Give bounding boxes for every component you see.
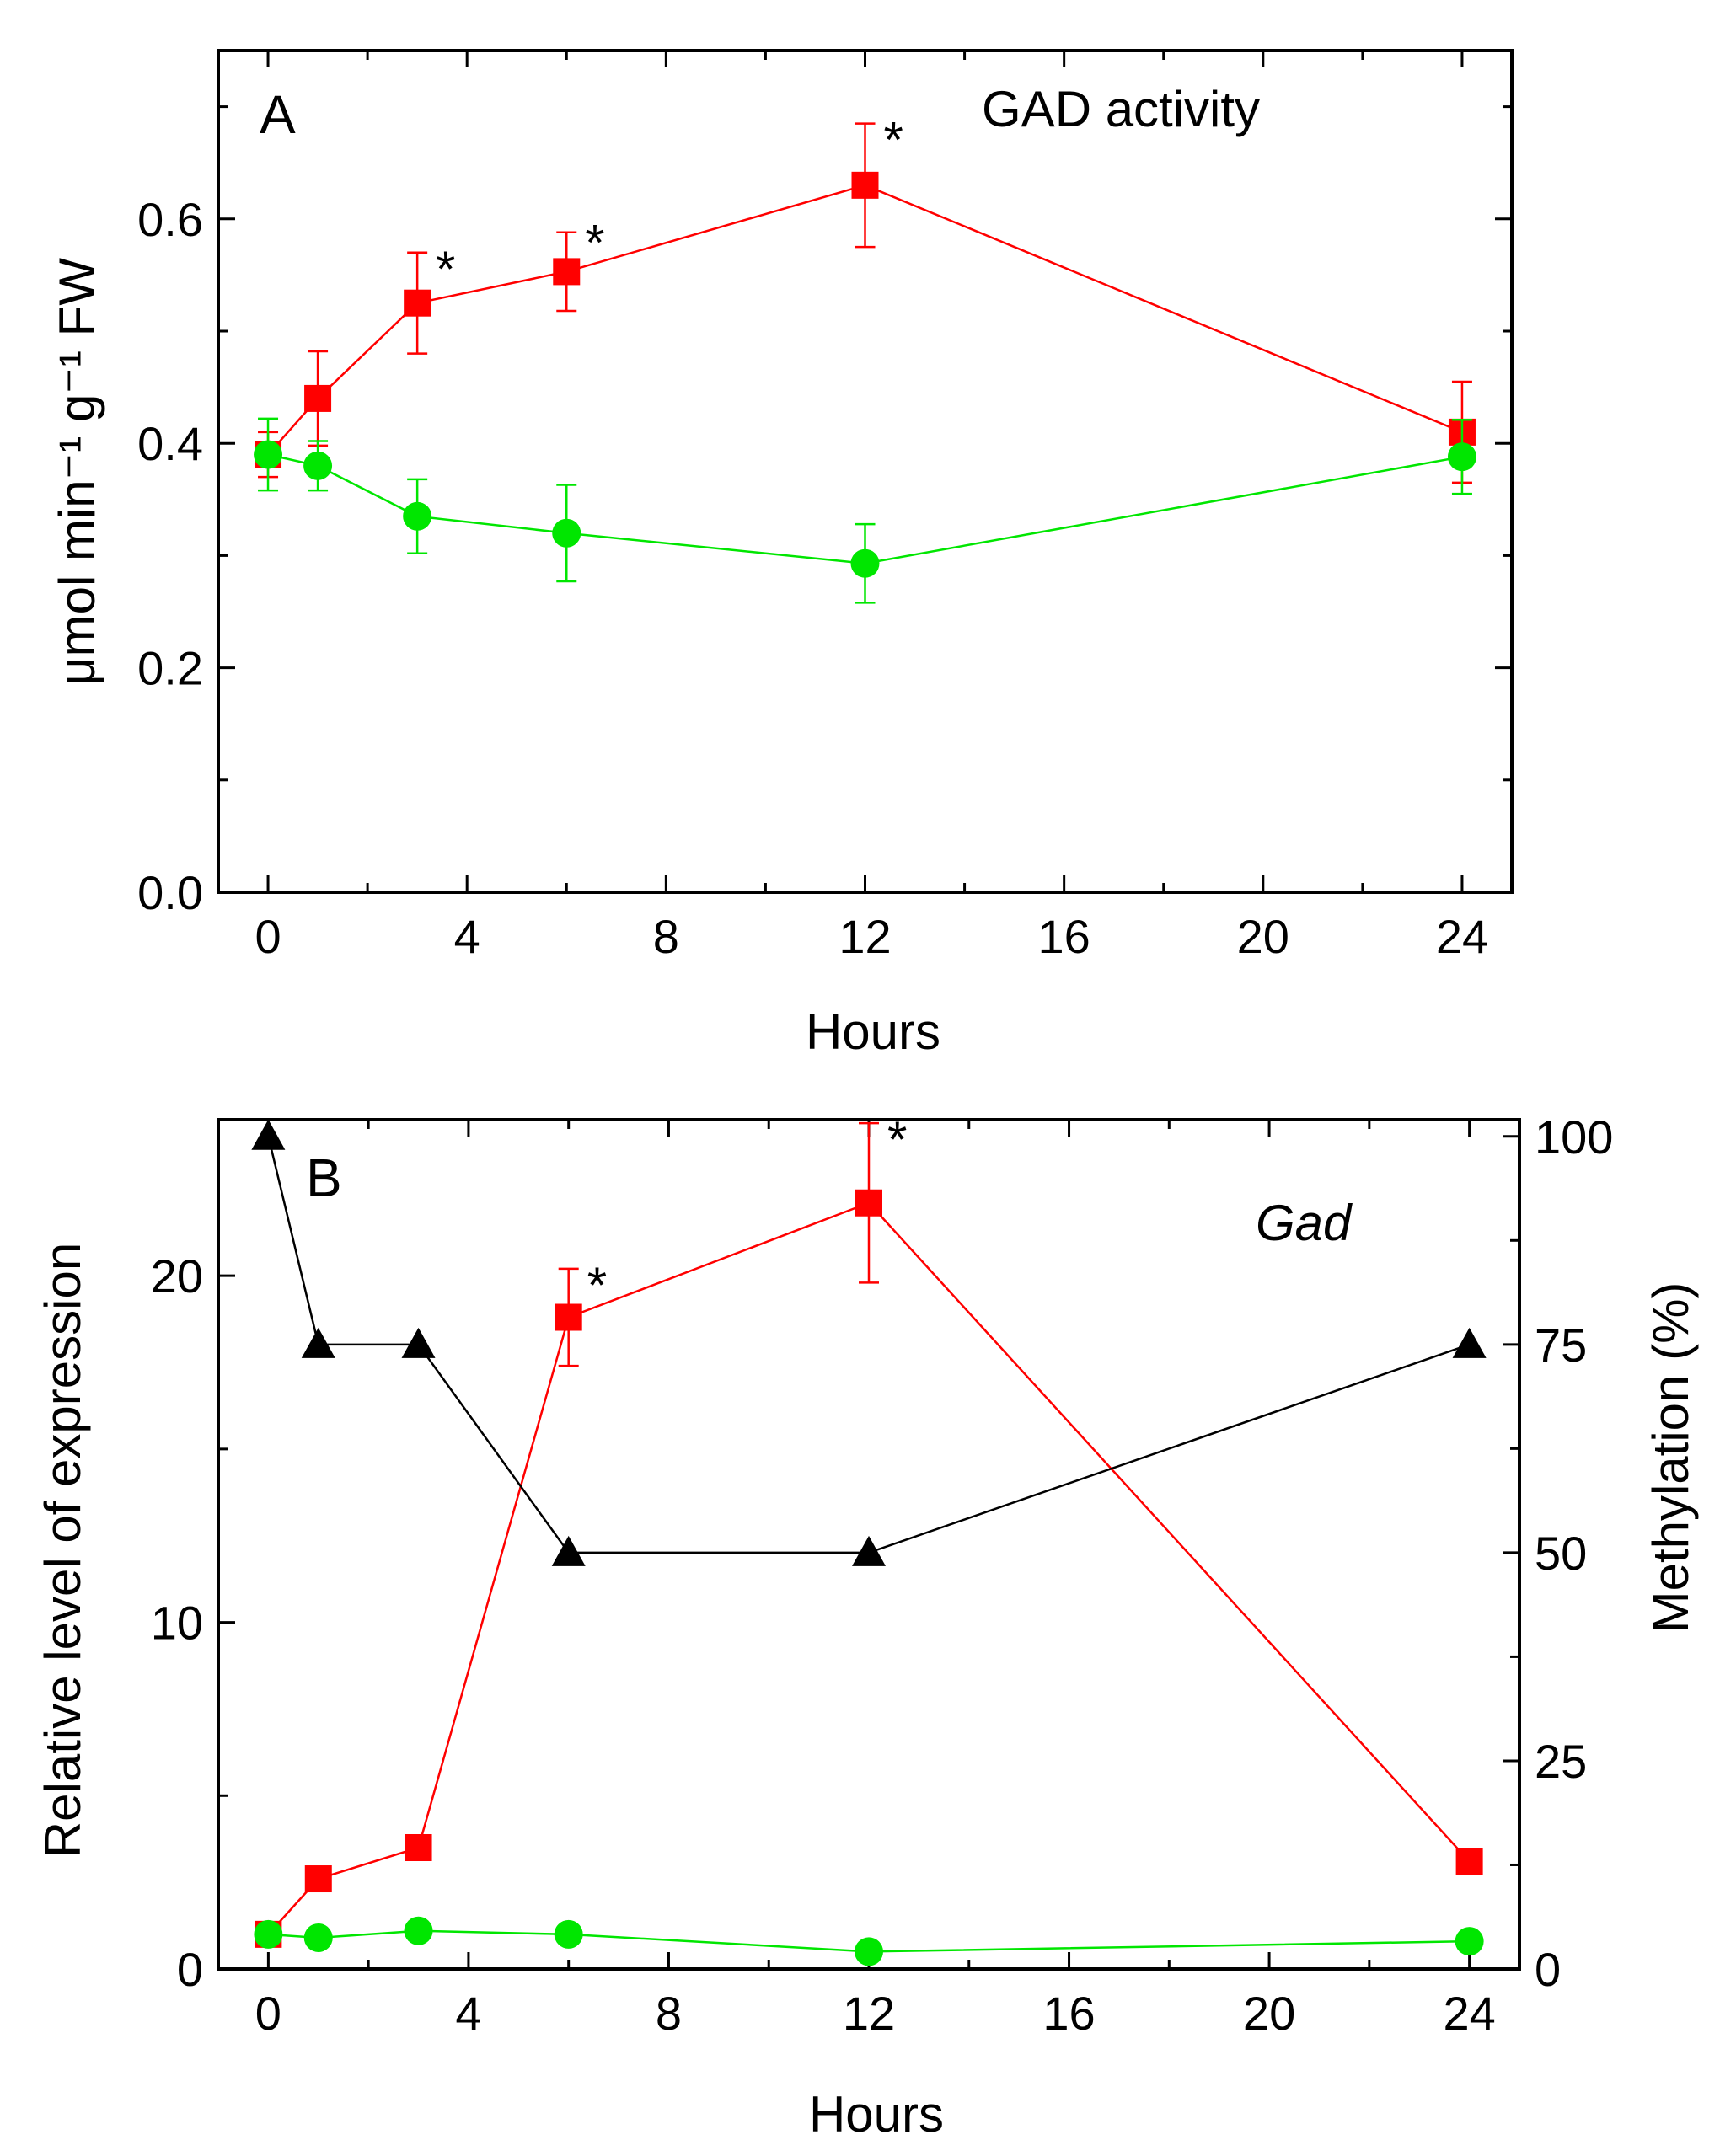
data-point-circle bbox=[403, 501, 432, 531]
data-point-circle bbox=[850, 548, 880, 578]
significance-asterisk: * bbox=[436, 241, 455, 297]
panel-b-y-axis-title: Relative level of expression bbox=[35, 1243, 91, 1858]
data-point-square bbox=[1455, 1848, 1483, 1875]
data-point-circle bbox=[855, 1937, 883, 1966]
significance-asterisk: * bbox=[884, 112, 903, 169]
data-point-circle bbox=[254, 440, 283, 469]
panel-a-series: * * * bbox=[254, 112, 1476, 604]
panel-b-y2-ticks: 0 25 50 75 100 bbox=[1503, 1110, 1613, 1996]
series-line-square bbox=[267, 1201, 1471, 1935]
data-point-square bbox=[405, 1834, 432, 1861]
x-tick-label: 24 bbox=[1436, 910, 1488, 963]
x-tick-label: 4 bbox=[454, 910, 480, 963]
series-line-triangle bbox=[267, 1136, 1471, 1554]
x-tick-label: 4 bbox=[455, 1987, 481, 2040]
panel-a-y-ticks: 0.0 0.2 0.4 0.6 bbox=[137, 105, 1512, 919]
data-point-triangle bbox=[301, 1327, 335, 1358]
panel-a-letter: A bbox=[260, 84, 296, 145]
y-tick-label: 0.2 bbox=[137, 642, 203, 695]
panel-b-x-ticks: 0 4 8 12 16 20 24 bbox=[255, 1120, 1496, 2040]
x-tick-label: 8 bbox=[653, 910, 679, 963]
data-point-square bbox=[553, 258, 581, 286]
data-point-circle bbox=[1447, 442, 1476, 472]
significance-asterisk: * bbox=[585, 214, 604, 270]
panel-b-x-axis-title: Hours bbox=[809, 2086, 944, 2143]
panel-b-y2-axis-title: Methylation (%) bbox=[1642, 1282, 1699, 1634]
x-tick-label: 8 bbox=[656, 1987, 682, 2040]
x-tick-label: 20 bbox=[1243, 1987, 1295, 2040]
y-tick-label: 0 bbox=[177, 1943, 203, 1996]
y-tick-label: 0.4 bbox=[137, 417, 203, 470]
y-tick-label: 20 bbox=[151, 1249, 203, 1303]
x-tick-label: 16 bbox=[1042, 1987, 1095, 2040]
panel-a-annotation: GAD activity bbox=[982, 81, 1260, 137]
panel-b-letter: B bbox=[306, 1148, 342, 1208]
data-point-circle bbox=[303, 1923, 333, 1952]
significance-asterisk: * bbox=[587, 1257, 607, 1313]
panel-b-series: ** bbox=[251, 1111, 1487, 1966]
data-point-triangle bbox=[852, 1535, 886, 1566]
data-point-circle bbox=[303, 451, 333, 480]
x-tick-label: 0 bbox=[255, 910, 281, 963]
x-tick-label: 20 bbox=[1237, 910, 1289, 963]
y-tick-label: 0.0 bbox=[137, 866, 203, 919]
data-point-square bbox=[304, 384, 332, 412]
data-point-circle bbox=[552, 518, 581, 548]
data-point-square bbox=[555, 1303, 582, 1331]
panel-a-y-axis-title: μmol min⁻¹ g⁻¹ FW bbox=[49, 258, 105, 686]
significance-asterisk: * bbox=[887, 1111, 907, 1168]
y2-tick-label: 75 bbox=[1535, 1319, 1587, 1372]
data-point-circle bbox=[404, 1916, 433, 1945]
data-point-triangle bbox=[401, 1327, 436, 1358]
y2-tick-label: 25 bbox=[1535, 1735, 1587, 1788]
x-tick-label: 0 bbox=[255, 1987, 281, 2040]
y-tick-label: 10 bbox=[151, 1597, 203, 1650]
panel-a-x-axis-title: Hours bbox=[806, 1003, 940, 1060]
data-point-square bbox=[851, 171, 879, 199]
x-tick-label: 24 bbox=[1443, 1987, 1495, 2040]
data-point-triangle bbox=[1452, 1327, 1487, 1358]
panel-b-annotation: Gad bbox=[1256, 1195, 1353, 1251]
panel-b-y-ticks: 0 10 20 bbox=[151, 1249, 235, 1996]
x-tick-label: 16 bbox=[1038, 910, 1090, 963]
data-point-circle bbox=[1455, 1927, 1484, 1956]
data-point-circle bbox=[554, 1919, 583, 1949]
x-tick-label: 12 bbox=[839, 910, 891, 963]
y2-tick-label: 50 bbox=[1535, 1527, 1587, 1580]
data-point-triangle bbox=[251, 1119, 286, 1150]
data-point-triangle bbox=[551, 1535, 586, 1566]
panel-a: 0 4 8 12 16 20 24 0.0 0.2 0.4 0.6 * * * A GAD activ… bbox=[49, 49, 1514, 1060]
data-point-square bbox=[404, 289, 431, 317]
y2-tick-label: 0 bbox=[1535, 1943, 1561, 1996]
data-point-square bbox=[855, 1189, 882, 1217]
y-tick-label: 0.6 bbox=[137, 193, 203, 246]
data-point-circle bbox=[254, 1919, 283, 1949]
x-tick-label: 12 bbox=[843, 1987, 895, 2040]
y2-tick-label: 100 bbox=[1535, 1110, 1613, 1164]
panel-a-x-ticks: 0 4 8 12 16 20 24 bbox=[255, 51, 1488, 963]
data-point-square bbox=[304, 1865, 332, 1893]
